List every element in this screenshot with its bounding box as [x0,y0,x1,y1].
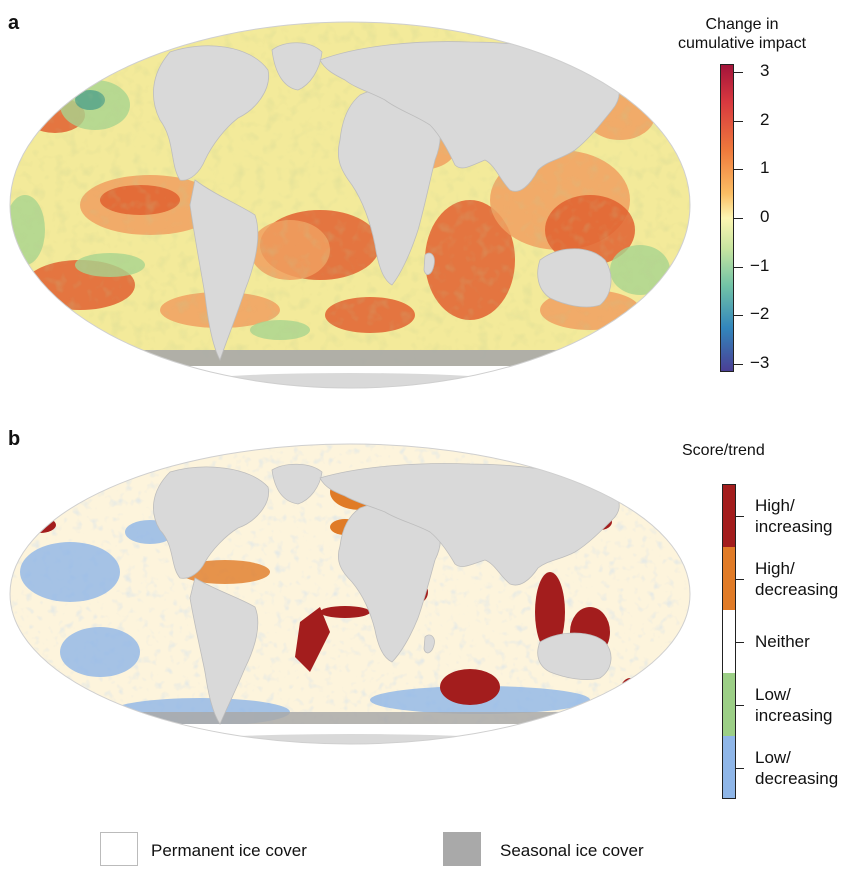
permanent-ice-swatch [100,832,138,866]
legend-a-title-line2: cumulative impact [677,35,807,52]
colorbar-tick [734,266,743,268]
category-label: High/increasing [755,495,833,536]
colorbar-tick [734,72,743,73]
land-masses-b [153,463,620,725]
colorbar-tick [734,120,743,122]
panel-a-letter: a [8,12,20,34]
colorbar-tick [734,218,743,219]
legend-a-title: Change in cumulative impact [630,15,854,53]
map-panel-a [9,21,691,389]
category-swatch [722,484,736,547]
map-panel-b [9,443,691,745]
colorbar-tick-label: 2 [760,109,770,129]
category-tick [736,641,744,643]
colorbar-tick-label: 1 [760,158,770,178]
permanent-ice-label: Permanent ice cover [151,841,307,860]
category-tick [736,704,744,706]
category-tick [736,515,744,517]
category-swatch [722,673,736,736]
category-swatch [722,736,736,799]
category-swatch [722,547,736,610]
land-masses [153,41,620,362]
colorbar-tick-label: −2 [750,304,770,324]
colorbar-impact [720,64,734,372]
category-label: Neither [755,632,810,651]
category-label: High/decreasing [755,558,839,599]
category-label: Low/decreasing [755,747,839,788]
colorbar-tick [734,364,743,365]
category-label: Low/increasing [755,684,833,725]
colorbar-tick-label: 3 [760,61,770,80]
panel-b-letter: b [8,428,21,450]
colorbar-tick [734,315,743,317]
category-tick [736,578,744,580]
legend-a-title-line1: Change in [705,16,779,33]
antarctica [170,373,530,388]
colorbar-tick-label: 0 [760,207,770,226]
legend-b-title: Score/trend [682,442,765,459]
seasonal-ice-swatch [443,832,481,866]
colorbar-tick-label: −3 [750,353,770,372]
seasonal-ice-label: Seasonal ice cover [500,841,644,860]
category-swatch [722,610,736,673]
colorbar-tick-label: −1 [750,255,770,275]
category-tick [736,767,744,769]
colorbar-tick [734,169,743,171]
